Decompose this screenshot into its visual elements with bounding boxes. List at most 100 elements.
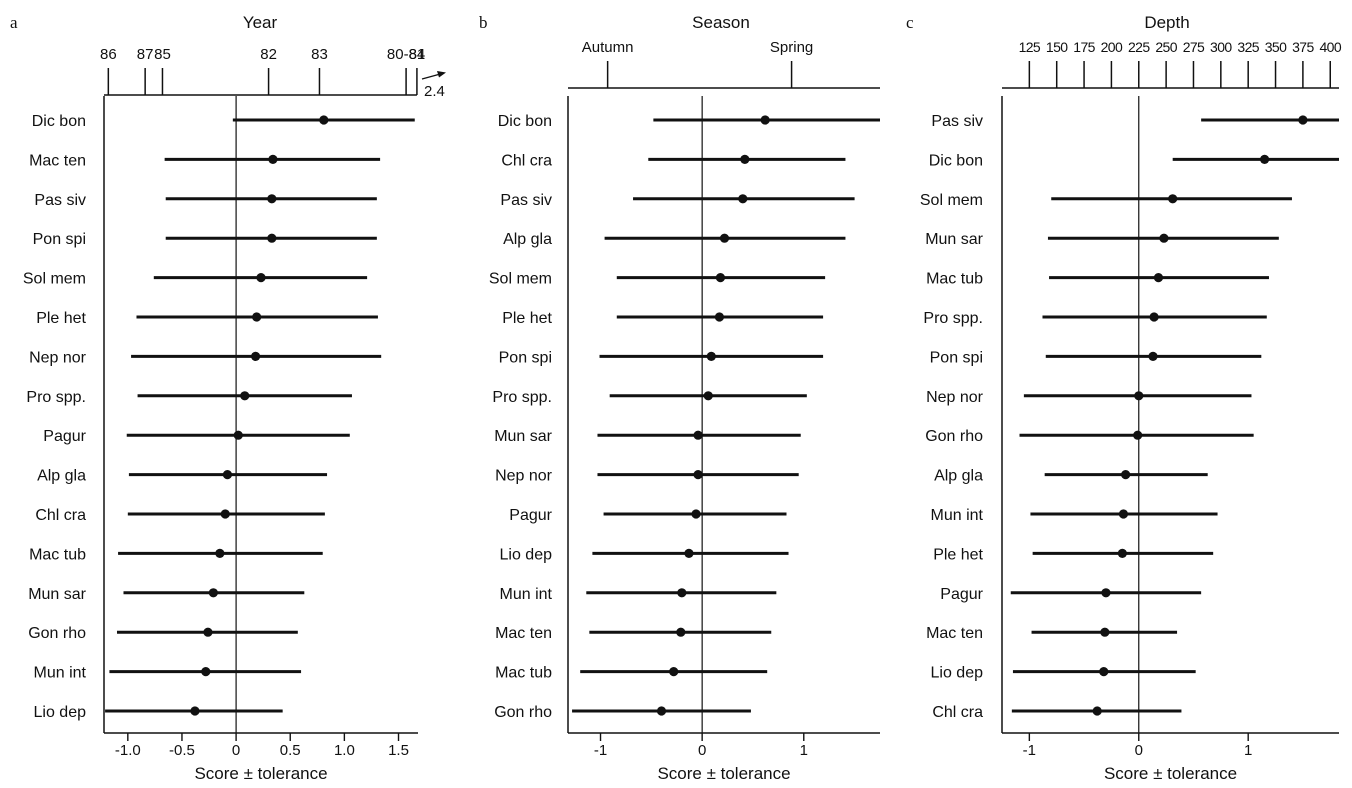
panel-letter: c <box>906 13 914 32</box>
score-point <box>1121 470 1131 480</box>
species-label: Gon rho <box>28 625 86 642</box>
x-tick-label: -1 <box>1023 742 1036 759</box>
species-label: Mac tub <box>29 546 86 563</box>
x-tick-label: 1.0 <box>334 742 355 759</box>
score-point <box>669 667 679 677</box>
score-point <box>1092 706 1102 716</box>
top-axis-tick-label: 350 <box>1265 39 1287 55</box>
species-label: Mun sar <box>925 231 983 248</box>
score-point <box>1168 194 1178 204</box>
score-point <box>703 391 713 401</box>
top-axis-tick-label: 200 <box>1101 39 1123 55</box>
top-axis-tick-label: Spring <box>770 39 813 56</box>
score-point <box>267 194 277 204</box>
top-axis-title: Depth <box>1144 13 1189 32</box>
score-point <box>190 706 200 716</box>
score-point <box>677 588 687 598</box>
top-axis-tick-label: 81 <box>409 46 426 63</box>
species-label: Pon spi <box>930 349 983 366</box>
score-point <box>714 312 725 322</box>
species-label: Pro spp. <box>492 389 552 406</box>
top-axis-tick-label: 250 <box>1155 39 1177 55</box>
species-label: Pas siv <box>34 192 86 209</box>
species-label: Mun int <box>500 586 553 603</box>
species-label: Nep nor <box>926 389 984 406</box>
panel-b: b Season Autumn Spring -1 0 1 Score ± tolerance… <box>479 13 880 783</box>
species-label: Pagur <box>43 428 86 445</box>
species-label: Mun int <box>34 665 87 682</box>
score-point <box>656 706 667 716</box>
top-axis-tick-label: 275 <box>1183 39 1205 55</box>
score-point <box>1101 588 1111 598</box>
species-label: Mun sar <box>494 428 552 445</box>
species-label: Chl cra <box>501 152 552 169</box>
top-axis-tick-label: 325 <box>1237 39 1259 55</box>
species-label: Gon rho <box>925 428 983 445</box>
score-point <box>706 351 716 361</box>
score-point <box>740 154 750 164</box>
x-tick-label: 0 <box>1135 742 1143 759</box>
species-label: Chl cra <box>35 507 86 524</box>
score-point <box>1149 312 1159 322</box>
score-point <box>1100 627 1110 637</box>
top-axis-tick-label: Autumn <box>582 39 634 56</box>
x-tick-label: 1 <box>1244 742 1252 759</box>
score-point <box>760 115 770 125</box>
score-point <box>252 312 262 322</box>
panel-letter: a <box>10 13 18 32</box>
arrow-label: 2.4 <box>424 83 445 100</box>
species-label: Mun sar <box>28 586 86 603</box>
panel-c: c Depth 125 150 175 200 225 250 275 300 325 350 375 4… <box>906 13 1342 783</box>
score-point <box>203 627 213 637</box>
species-label: Mac ten <box>29 152 86 169</box>
species-label: Mac ten <box>926 625 983 642</box>
score-point <box>1153 273 1164 283</box>
species-label: Dic bon <box>929 152 983 169</box>
top-axis-tick-label: 375 <box>1292 39 1314 55</box>
x-axis-label: Score ± tolerance <box>194 764 327 783</box>
species-label: Pas siv <box>500 192 552 209</box>
score-point <box>1298 115 1308 125</box>
score-point <box>1134 391 1144 401</box>
species-label: Alp gla <box>37 468 86 485</box>
x-tick-label: 0 <box>698 742 706 759</box>
species-label: Alp gla <box>503 231 552 248</box>
species-label: Pon spi <box>33 231 86 248</box>
x-tick-label: 1.5 <box>388 742 409 759</box>
score-point <box>233 430 243 440</box>
top-axis-title: Year <box>243 13 278 32</box>
species-label: Pon spi <box>499 349 552 366</box>
top-axis-tick-label: 85 <box>154 46 171 63</box>
x-tick-label: 1 <box>800 742 808 759</box>
score-point <box>267 233 277 243</box>
score-point <box>684 548 694 559</box>
species-label: Sol mem <box>920 192 983 209</box>
score-point <box>691 509 701 519</box>
score-point <box>1117 548 1127 559</box>
species-label: Lio dep <box>931 665 984 682</box>
top-axis-tick-label: 86 <box>100 46 117 63</box>
top-axis-tick-label: 82 <box>260 46 277 63</box>
species-label: Dic bon <box>32 113 86 130</box>
score-point <box>268 154 278 164</box>
species-label: Mac tub <box>926 271 983 288</box>
species-label: Ple het <box>36 310 86 327</box>
x-tick-label: 0 <box>232 742 240 759</box>
species-label: Mun int <box>931 507 984 524</box>
score-point <box>719 233 730 243</box>
species-label: Pagur <box>509 507 552 524</box>
score-point <box>1133 430 1143 440</box>
x-tick-label: 0.5 <box>280 742 301 759</box>
score-point <box>1099 667 1109 677</box>
species-label: Mac ten <box>495 625 552 642</box>
score-point <box>693 430 703 440</box>
score-point <box>715 273 726 283</box>
species-label: Pro spp. <box>26 389 86 406</box>
score-point <box>1148 351 1158 361</box>
top-axis-title: Season <box>692 13 750 32</box>
score-point <box>1159 233 1169 243</box>
score-point <box>676 627 686 637</box>
top-axis-tick-label: 83 <box>311 46 328 63</box>
species-label: Mac tub <box>495 665 552 682</box>
